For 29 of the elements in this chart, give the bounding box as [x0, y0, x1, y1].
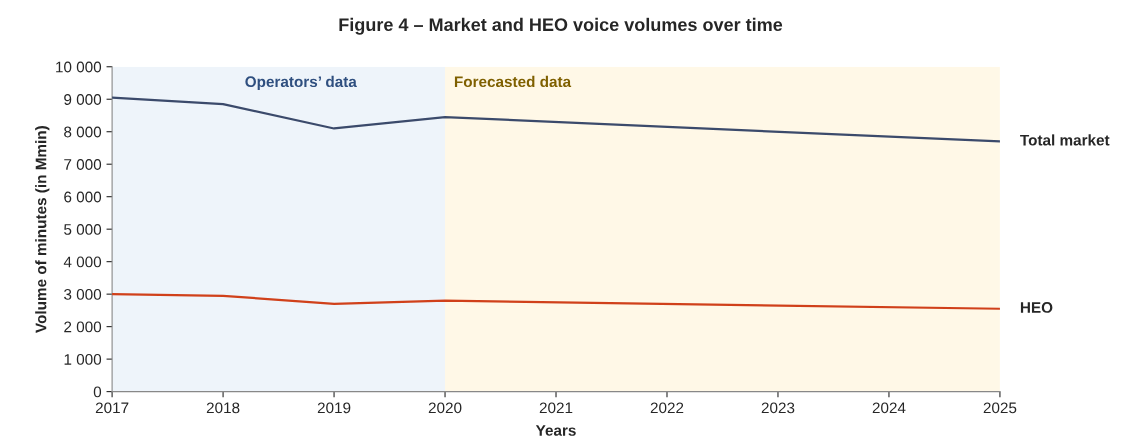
x-axis-title: Years — [535, 425, 576, 436]
y-tick-label: 2 000 — [64, 321, 102, 333]
y-tick-label: 8 000 — [64, 126, 102, 138]
x-tick-label: 2021 — [539, 402, 573, 414]
x-tick-label: 2018 — [206, 402, 240, 414]
line-series — [112, 96, 1000, 143]
band-label: Forecasted data — [454, 75, 572, 88]
band-label: Operators’ data — [245, 75, 357, 91]
x-tick-label: 2020 — [428, 402, 462, 414]
x-tick-label: 2019 — [317, 402, 351, 414]
y-tick-label: 3 000 — [64, 289, 102, 300]
series-label: Total market — [1020, 134, 1110, 146]
series-label: HEO — [1020, 302, 1053, 313]
chart-title: Figure 4 – Market and HEO voice volumes over time — [339, 17, 783, 35]
y-tick-label: 4 000 — [63, 256, 102, 268]
y-tick-label: 9 000 — [64, 94, 102, 105]
y-tick-label: 0 — [93, 386, 102, 398]
x-tick-label: 2025 — [983, 402, 1017, 414]
y-tick-label: 7 000 — [64, 159, 102, 170]
x-tick-label: 2022 — [650, 402, 684, 414]
line-series — [112, 293, 1000, 310]
y-tick-label: 1 000 — [64, 353, 102, 365]
y-tick-label: 5 000 — [64, 224, 102, 235]
x-tick-label: 2017 — [95, 402, 129, 414]
x-tick-label: 2023 — [761, 402, 795, 414]
y-axis-title: Volume of minutes (in Mmin) — [35, 126, 50, 333]
y-tick-label: 10 000 — [56, 61, 102, 73]
x-tick-label: 2024 — [872, 402, 906, 414]
y-tick-label: 6 000 — [64, 191, 102, 203]
